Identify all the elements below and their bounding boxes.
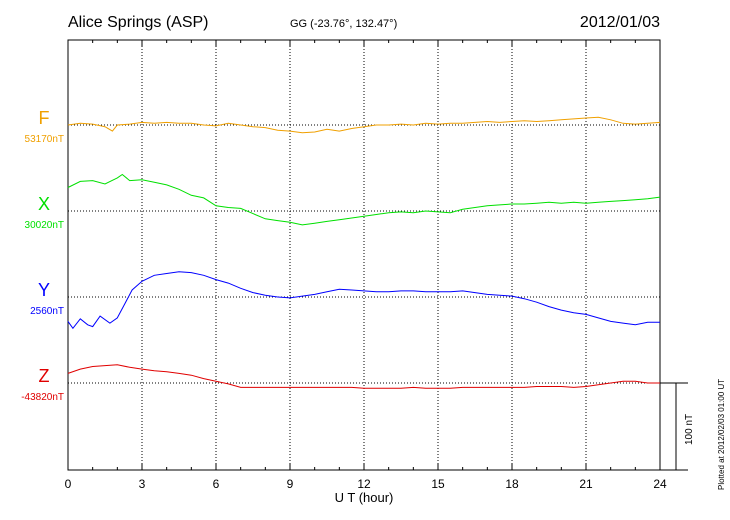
x-tick-label: 12 <box>357 477 371 491</box>
series-name-x: X <box>38 194 50 214</box>
x-tick-label: 0 <box>65 477 72 491</box>
series-baseline-f: 53170nT <box>25 134 64 145</box>
series-name-z: Z <box>39 366 50 386</box>
series-name-y: Y <box>38 280 50 300</box>
series-baseline-y: 2560nT <box>30 306 64 317</box>
scale-bar: 100 nT <box>660 382 695 471</box>
x-tick-label: 6 <box>213 477 220 491</box>
x-tick-label: 18 <box>505 477 519 491</box>
series-name-f: F <box>39 108 50 128</box>
x-tick-label: 15 <box>431 477 445 491</box>
x-axis-ticks: 0 3 6 9 12 15 18 21 24 <box>65 40 667 491</box>
x-tick-label: 21 <box>579 477 593 491</box>
x-tick-label: 9 <box>287 477 294 491</box>
x-tick-label: 3 <box>139 477 146 491</box>
series-line-z <box>67 364 660 389</box>
plotted-at-note: Plotted at 2012/02/03 01:00 UT <box>717 379 726 490</box>
series-line-y <box>67 271 660 330</box>
series-line-f <box>67 116 661 134</box>
series-baseline-z: -43820nT <box>21 392 64 403</box>
x-axis-label: U T (hour) <box>335 490 394 505</box>
scale-bar-label: 100 nT <box>684 414 695 445</box>
series-labels: F 53170nT X 30020nT Y 2560nT Z -43820nT <box>21 108 64 403</box>
chart-title: Alice Springs (ASP) <box>68 14 209 31</box>
grid-lines <box>68 40 660 470</box>
plot-frame <box>67 39 661 471</box>
chart-date: 2012/01/03 <box>580 14 660 31</box>
station-coordinates: GG (-23.76°, 132.47°) <box>290 18 397 30</box>
series-baseline-x: 30020nT <box>25 220 64 231</box>
x-tick-label: 24 <box>653 477 667 491</box>
series-layer <box>67 116 661 389</box>
series-line-x <box>67 173 661 226</box>
